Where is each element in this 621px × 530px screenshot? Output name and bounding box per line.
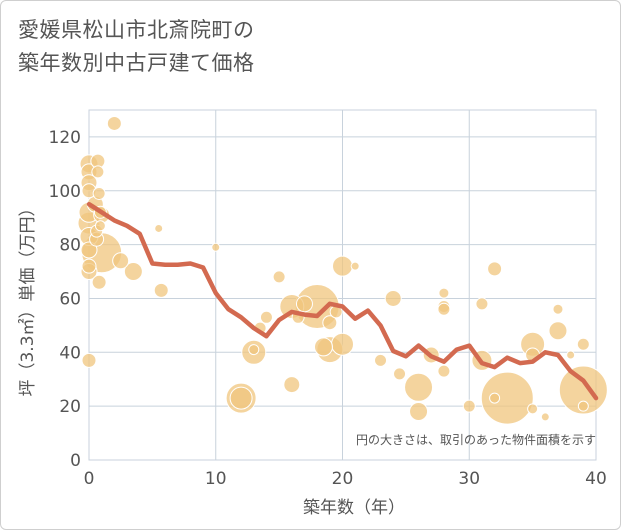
data-bubble bbox=[295, 295, 313, 313]
plot-border bbox=[88, 109, 597, 461]
y-tick-label: 60 bbox=[59, 289, 81, 309]
chart-title: 愛媛県松山市北斎院町の 築年数別中古戸建て価格 bbox=[18, 14, 255, 80]
data-bubble bbox=[437, 364, 451, 378]
data-bubble bbox=[112, 252, 130, 270]
data-bubble bbox=[552, 303, 564, 315]
data-bubble bbox=[283, 376, 301, 394]
x-tick-label: 40 bbox=[585, 469, 607, 489]
data-bubble bbox=[153, 282, 169, 298]
data-bubble bbox=[91, 165, 105, 179]
data-bubble bbox=[211, 242, 221, 252]
chart-title-line2: 築年数別中古戸建て価格 bbox=[18, 51, 255, 75]
data-bubble bbox=[480, 371, 534, 425]
data-bubble bbox=[80, 241, 98, 259]
data-bubble bbox=[154, 223, 164, 233]
data-bubble bbox=[409, 402, 429, 422]
data-bubble bbox=[332, 255, 353, 277]
data-bubble bbox=[527, 403, 539, 415]
data-bubble bbox=[438, 287, 450, 299]
y-tick-label: 20 bbox=[59, 397, 81, 417]
data-bubble bbox=[540, 412, 550, 422]
data-bubble bbox=[577, 400, 589, 412]
data-bubble bbox=[437, 302, 451, 316]
data-bubble bbox=[404, 372, 434, 402]
data-bubble bbox=[384, 289, 402, 307]
data-bubble bbox=[322, 315, 338, 331]
data-bubble bbox=[475, 297, 489, 311]
x-tick-label: 0 bbox=[84, 469, 95, 489]
average-price-line bbox=[86, 201, 599, 401]
data-bubble bbox=[350, 261, 360, 271]
data-bubble bbox=[94, 220, 106, 232]
data-bubble bbox=[487, 261, 503, 277]
data-bubble bbox=[558, 365, 608, 415]
data-bubble bbox=[462, 399, 476, 413]
data-bubble bbox=[106, 115, 122, 131]
data-bubble bbox=[259, 310, 273, 324]
data-bubble bbox=[81, 258, 97, 274]
data-bubble bbox=[566, 350, 576, 360]
data-bubble bbox=[91, 274, 107, 290]
axis-ticks: 0 10 20 30 40 0 20 40 60 80 100 120 bbox=[49, 128, 607, 489]
data-bubble bbox=[548, 321, 568, 341]
data-bubble bbox=[229, 386, 253, 410]
y-tick-label: 40 bbox=[59, 343, 81, 363]
y-tick-label: 80 bbox=[59, 236, 81, 256]
data-bubble bbox=[123, 262, 143, 282]
data-bubble bbox=[393, 367, 407, 381]
size-annotation: 円の大きさは、取引のあった物件面積を示す bbox=[356, 432, 596, 447]
data-bubble bbox=[92, 186, 106, 200]
data-bubble bbox=[272, 270, 286, 284]
y-tick-label: 100 bbox=[49, 182, 81, 202]
data-bubble bbox=[313, 337, 333, 357]
y-tick-label: 0 bbox=[70, 451, 81, 471]
chart-title-line1: 愛媛県松山市北斎院町の bbox=[18, 18, 255, 42]
data-bubble bbox=[576, 337, 590, 351]
y-tick-label: 120 bbox=[49, 128, 81, 148]
data-bubble bbox=[331, 332, 354, 356]
data-bubble bbox=[374, 353, 388, 367]
grid-lines bbox=[88, 109, 597, 461]
data-bubble bbox=[248, 344, 260, 356]
x-tick-label: 30 bbox=[458, 469, 480, 489]
data-bubble bbox=[81, 352, 97, 368]
y-axis-label: 坪（3.3㎡）単価（万円） bbox=[18, 199, 38, 396]
data-bubble bbox=[489, 392, 501, 404]
x-tick-label: 10 bbox=[205, 469, 227, 489]
x-tick-label: 20 bbox=[332, 469, 354, 489]
x-axis-label: 築年数（年） bbox=[303, 498, 405, 518]
